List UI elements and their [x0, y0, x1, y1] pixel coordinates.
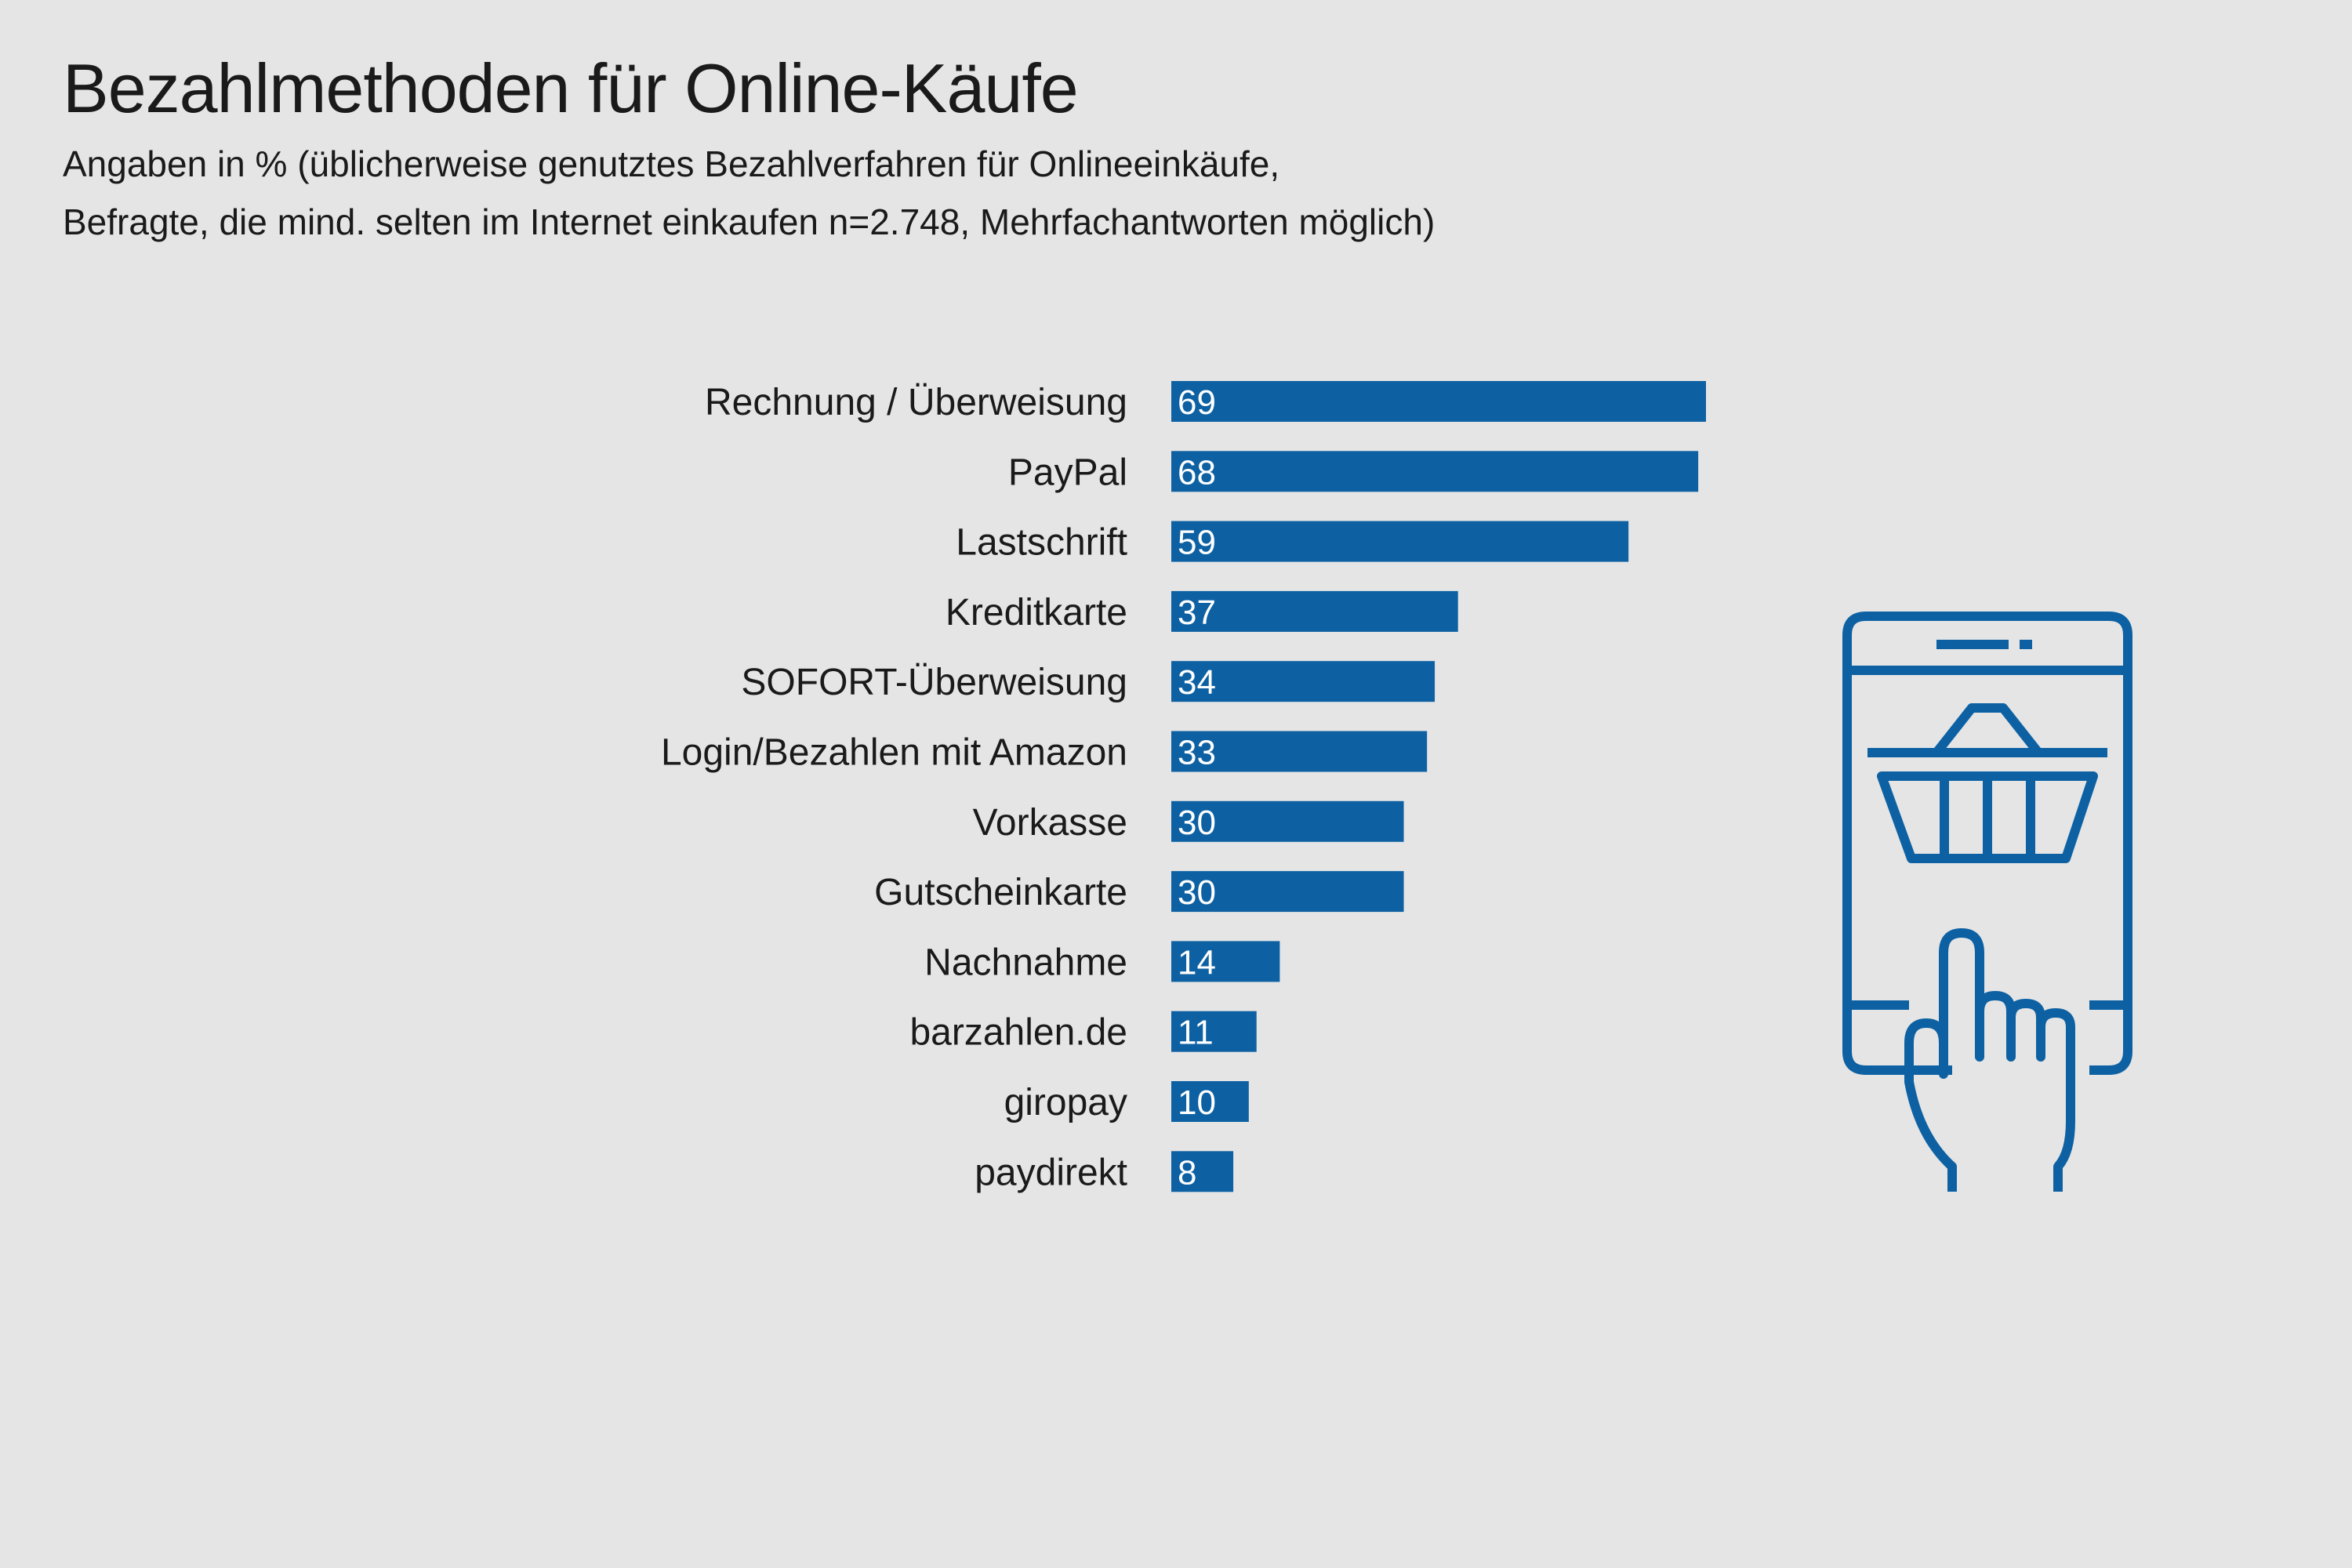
category-label: Vorkasse — [973, 802, 1127, 844]
bar — [1171, 871, 1404, 913]
subtitle-line-2: Befragte, die mind. selten im Internet e… — [63, 201, 1436, 242]
phone-shopping-basket-hand-icon — [1842, 612, 2132, 1192]
bar — [1171, 381, 1706, 422]
category-label: Login/Bezahlen mit Amazon — [661, 732, 1127, 774]
category-label: SOFORT-Überweisung — [741, 662, 1127, 703]
bar — [1171, 590, 1458, 632]
category-label: Lastschrift — [956, 522, 1127, 564]
value-label: 14 — [1178, 943, 1216, 982]
value-label: 34 — [1178, 663, 1216, 702]
category-label: Rechnung / Überweisung — [705, 382, 1127, 423]
category-label: Gutscheinkarte — [874, 872, 1127, 913]
value-label: 11 — [1178, 1014, 1214, 1052]
bar — [1171, 941, 1280, 982]
bar — [1171, 1011, 1257, 1052]
value-label: 68 — [1178, 453, 1216, 492]
value-label: 33 — [1178, 734, 1216, 772]
value-label: 59 — [1178, 524, 1216, 562]
category-label: barzahlen.de — [909, 1012, 1127, 1054]
value-label: 8 — [1178, 1153, 1196, 1192]
bar — [1171, 521, 1629, 562]
subtitle-line-1: Angaben in % (üblicherweise genutztes Be… — [63, 143, 1280, 184]
value-label: 69 — [1178, 383, 1216, 422]
value-label: 10 — [1178, 1083, 1216, 1122]
bar — [1171, 451, 1699, 492]
bar — [1171, 1151, 1234, 1192]
category-label: giropay — [1004, 1082, 1127, 1123]
bar — [1171, 800, 1404, 842]
value-label: 30 — [1178, 873, 1216, 912]
category-label: Nachnahme — [924, 942, 1127, 983]
value-label: 30 — [1178, 804, 1216, 842]
value-label: 37 — [1178, 593, 1216, 632]
category-label: PayPal — [1008, 452, 1127, 493]
bar — [1171, 1081, 1249, 1122]
bar — [1171, 731, 1428, 772]
bar — [1171, 661, 1436, 702]
category-label: Kreditkarte — [946, 592, 1127, 633]
chart-title: Bezahlmethoden für Online-Käufe — [63, 49, 1079, 127]
chart-subtitle: Angaben in % (üblicherweise genutztes Be… — [63, 135, 1435, 251]
category-label: paydirekt — [975, 1152, 1127, 1193]
